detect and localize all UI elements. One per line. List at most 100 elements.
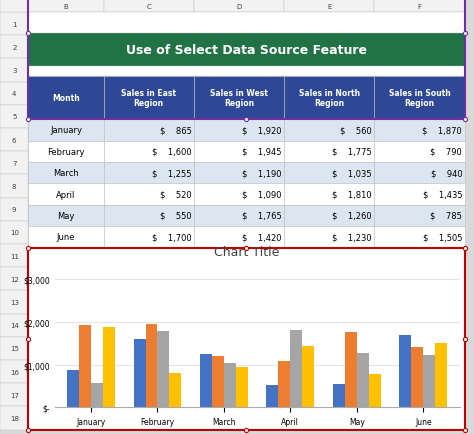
Text: $    1,420: $ 1,420 (242, 233, 282, 242)
Text: F: F (418, 3, 421, 10)
Bar (28, 141, 104, 163)
Text: Month: Month (52, 94, 80, 103)
Bar (374, 141, 465, 163)
Bar (435, 343, 447, 407)
Text: 14: 14 (10, 322, 18, 329)
Bar (28, 66, 465, 77)
Text: 17: 17 (10, 392, 18, 398)
Text: 3: 3 (12, 68, 17, 74)
Bar (284, 141, 374, 163)
Bar (0, 105, 28, 129)
Text: $    1,870: $ 1,870 (422, 126, 462, 135)
Text: $    1,090: $ 1,090 (242, 190, 282, 199)
Bar (423, 355, 435, 407)
Bar (374, 184, 465, 205)
Bar (0, 36, 28, 59)
Bar (212, 357, 224, 407)
Bar (0, 360, 28, 383)
Bar (411, 347, 423, 407)
Text: Sales in South
Region: Sales in South Region (389, 89, 450, 108)
Bar (28, 120, 104, 141)
Bar (169, 374, 182, 407)
Text: 5: 5 (12, 114, 17, 120)
Bar (284, 205, 374, 227)
Bar (28, 34, 465, 66)
Text: June: June (57, 233, 75, 242)
Bar (28, 248, 465, 430)
Text: $    1,435: $ 1,435 (422, 190, 462, 199)
Bar (79, 326, 91, 407)
Bar (224, 363, 236, 407)
Bar (28, 184, 104, 205)
Text: 4: 4 (12, 91, 17, 97)
Bar (28, 163, 104, 184)
Bar (0, 244, 28, 268)
Text: $    1,775: $ 1,775 (332, 148, 372, 156)
Text: $    560: $ 560 (340, 126, 372, 135)
Text: 18: 18 (10, 415, 18, 421)
Bar (0, 175, 28, 198)
Text: Sales in West
Region: Sales in West Region (210, 89, 268, 108)
Text: $    1,190: $ 1,190 (242, 169, 282, 178)
Bar (399, 335, 411, 407)
Bar (284, 0, 374, 13)
Bar (0, 407, 28, 430)
Text: $    1,255: $ 1,255 (152, 169, 191, 178)
Text: Use of Select Data Source Feature: Use of Select Data Source Feature (126, 44, 367, 57)
Bar (345, 332, 357, 407)
Bar (0, 314, 28, 337)
Bar (374, 205, 465, 227)
Bar (194, 205, 284, 227)
Text: 7: 7 (12, 161, 17, 167)
Text: $    1,260: $ 1,260 (332, 211, 372, 220)
Bar (28, 248, 465, 430)
Bar (104, 0, 194, 13)
Bar (28, 0, 104, 13)
Bar (0, 0, 28, 13)
Bar (104, 205, 194, 227)
Text: 1: 1 (12, 22, 17, 28)
Bar (194, 184, 284, 205)
Bar (194, 77, 284, 120)
Bar (0, 129, 28, 152)
Text: $    520: $ 520 (160, 190, 191, 199)
Text: Chart Title: Chart Title (214, 245, 279, 258)
Bar (0, 291, 28, 314)
Text: 10: 10 (10, 230, 18, 236)
Bar (28, 0, 465, 120)
Text: D: D (237, 3, 242, 10)
Bar (103, 328, 115, 407)
Text: 6: 6 (12, 137, 17, 143)
Bar (0, 198, 28, 221)
Bar (194, 120, 284, 141)
Bar (194, 163, 284, 184)
Text: $    1,945: $ 1,945 (242, 148, 282, 156)
Text: $    1,505: $ 1,505 (423, 233, 462, 242)
Bar (104, 163, 194, 184)
Bar (0, 82, 28, 105)
Bar (374, 120, 465, 141)
Text: 8: 8 (12, 184, 17, 190)
Text: $    785: $ 785 (430, 211, 462, 220)
Bar (0, 13, 28, 36)
Bar (333, 384, 345, 407)
Text: 11: 11 (10, 253, 18, 259)
Text: C: C (146, 3, 151, 10)
Bar (200, 354, 212, 407)
Bar (28, 227, 104, 248)
Bar (194, 141, 284, 163)
Bar (91, 383, 103, 407)
Text: 9: 9 (12, 207, 17, 213)
Bar (194, 0, 284, 13)
Text: 15: 15 (10, 345, 18, 352)
Bar (28, 77, 104, 120)
Bar (0, 268, 28, 291)
Bar (146, 325, 157, 407)
Bar (134, 339, 146, 407)
Bar (374, 0, 465, 13)
Bar (194, 227, 284, 248)
Bar (104, 184, 194, 205)
Text: $    1,765: $ 1,765 (242, 211, 282, 220)
Bar (284, 227, 374, 248)
Text: 13: 13 (10, 299, 18, 306)
